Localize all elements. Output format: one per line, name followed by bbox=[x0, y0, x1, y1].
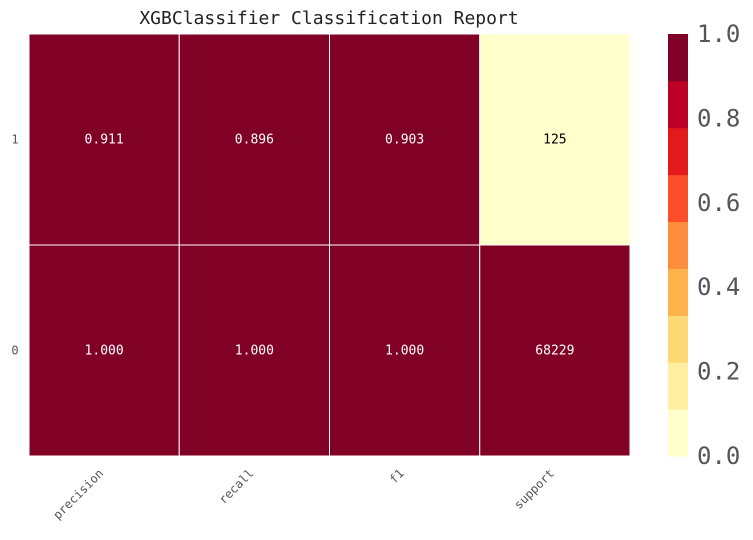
column-tick-label: precision bbox=[50, 466, 106, 522]
colorbar-tick-label: 0.8 bbox=[697, 104, 740, 132]
heatmap-cell-1-precision bbox=[28, 33, 180, 246]
cell-value-label: 0.896 bbox=[235, 133, 274, 148]
heatmap-cell-1-support bbox=[479, 33, 631, 246]
colorbar-tick-label: 0.4 bbox=[697, 273, 740, 301]
colorbar-segment bbox=[668, 315, 688, 363]
column-tick-label: recall bbox=[216, 466, 257, 507]
heatmap-cell-1-recall bbox=[178, 33, 330, 246]
colorbar-segment bbox=[668, 362, 688, 410]
cell-value-label: 125 bbox=[543, 133, 566, 148]
colorbar-tick-label: 0.0 bbox=[697, 442, 740, 470]
colorbar-tick-labels: 0.0 0.2 0.4 0.6 0.8 1.0 bbox=[697, 20, 740, 470]
colorbar-segment bbox=[668, 268, 688, 316]
row-tick-labels: 10 bbox=[11, 133, 18, 358]
colorbar bbox=[668, 34, 688, 457]
heatmap-cell-0-support bbox=[479, 244, 631, 457]
heatmap-cells bbox=[28, 33, 631, 457]
heatmap-cell-0-f1 bbox=[329, 244, 481, 457]
cell-value-label: 1.000 bbox=[85, 344, 124, 359]
heatmap-cell-0-recall bbox=[178, 244, 330, 457]
chart-title: XGBClassifier Classification Report bbox=[139, 8, 518, 29]
colorbar-tick-label: 0.6 bbox=[697, 189, 740, 217]
colorbar-segment bbox=[668, 174, 688, 223]
heatmap-cell-labels: 0.911 0.896 0.903 125 1.000 1.000 1.000 68229 bbox=[85, 133, 575, 359]
colorbar-tick-label: 1.0 bbox=[697, 20, 740, 48]
colorbar-segment bbox=[668, 34, 688, 82]
colorbar-segment bbox=[668, 80, 688, 129]
colorbar-segment bbox=[668, 127, 688, 176]
cell-value-label: 1.000 bbox=[235, 344, 274, 359]
heatmap-cell-0-precision bbox=[28, 244, 180, 457]
cell-value-label: 0.903 bbox=[385, 133, 424, 148]
column-tick-label: f1 bbox=[387, 466, 407, 486]
heatmap-cell-1-f1 bbox=[329, 33, 481, 246]
colorbar-tick-label: 0.2 bbox=[697, 358, 740, 386]
row-tick-label: 1 bbox=[11, 133, 18, 147]
row-tick-label: 0 bbox=[11, 344, 18, 358]
column-tick-label: support bbox=[511, 466, 557, 512]
cell-value-label: 68229 bbox=[535, 344, 574, 359]
colorbar-segment bbox=[668, 409, 688, 457]
cell-value-label: 1.000 bbox=[385, 344, 424, 359]
column-tick-labels: precision recall f1 support bbox=[50, 466, 557, 522]
cell-value-label: 0.911 bbox=[85, 133, 124, 148]
colorbar-segment bbox=[668, 221, 688, 269]
